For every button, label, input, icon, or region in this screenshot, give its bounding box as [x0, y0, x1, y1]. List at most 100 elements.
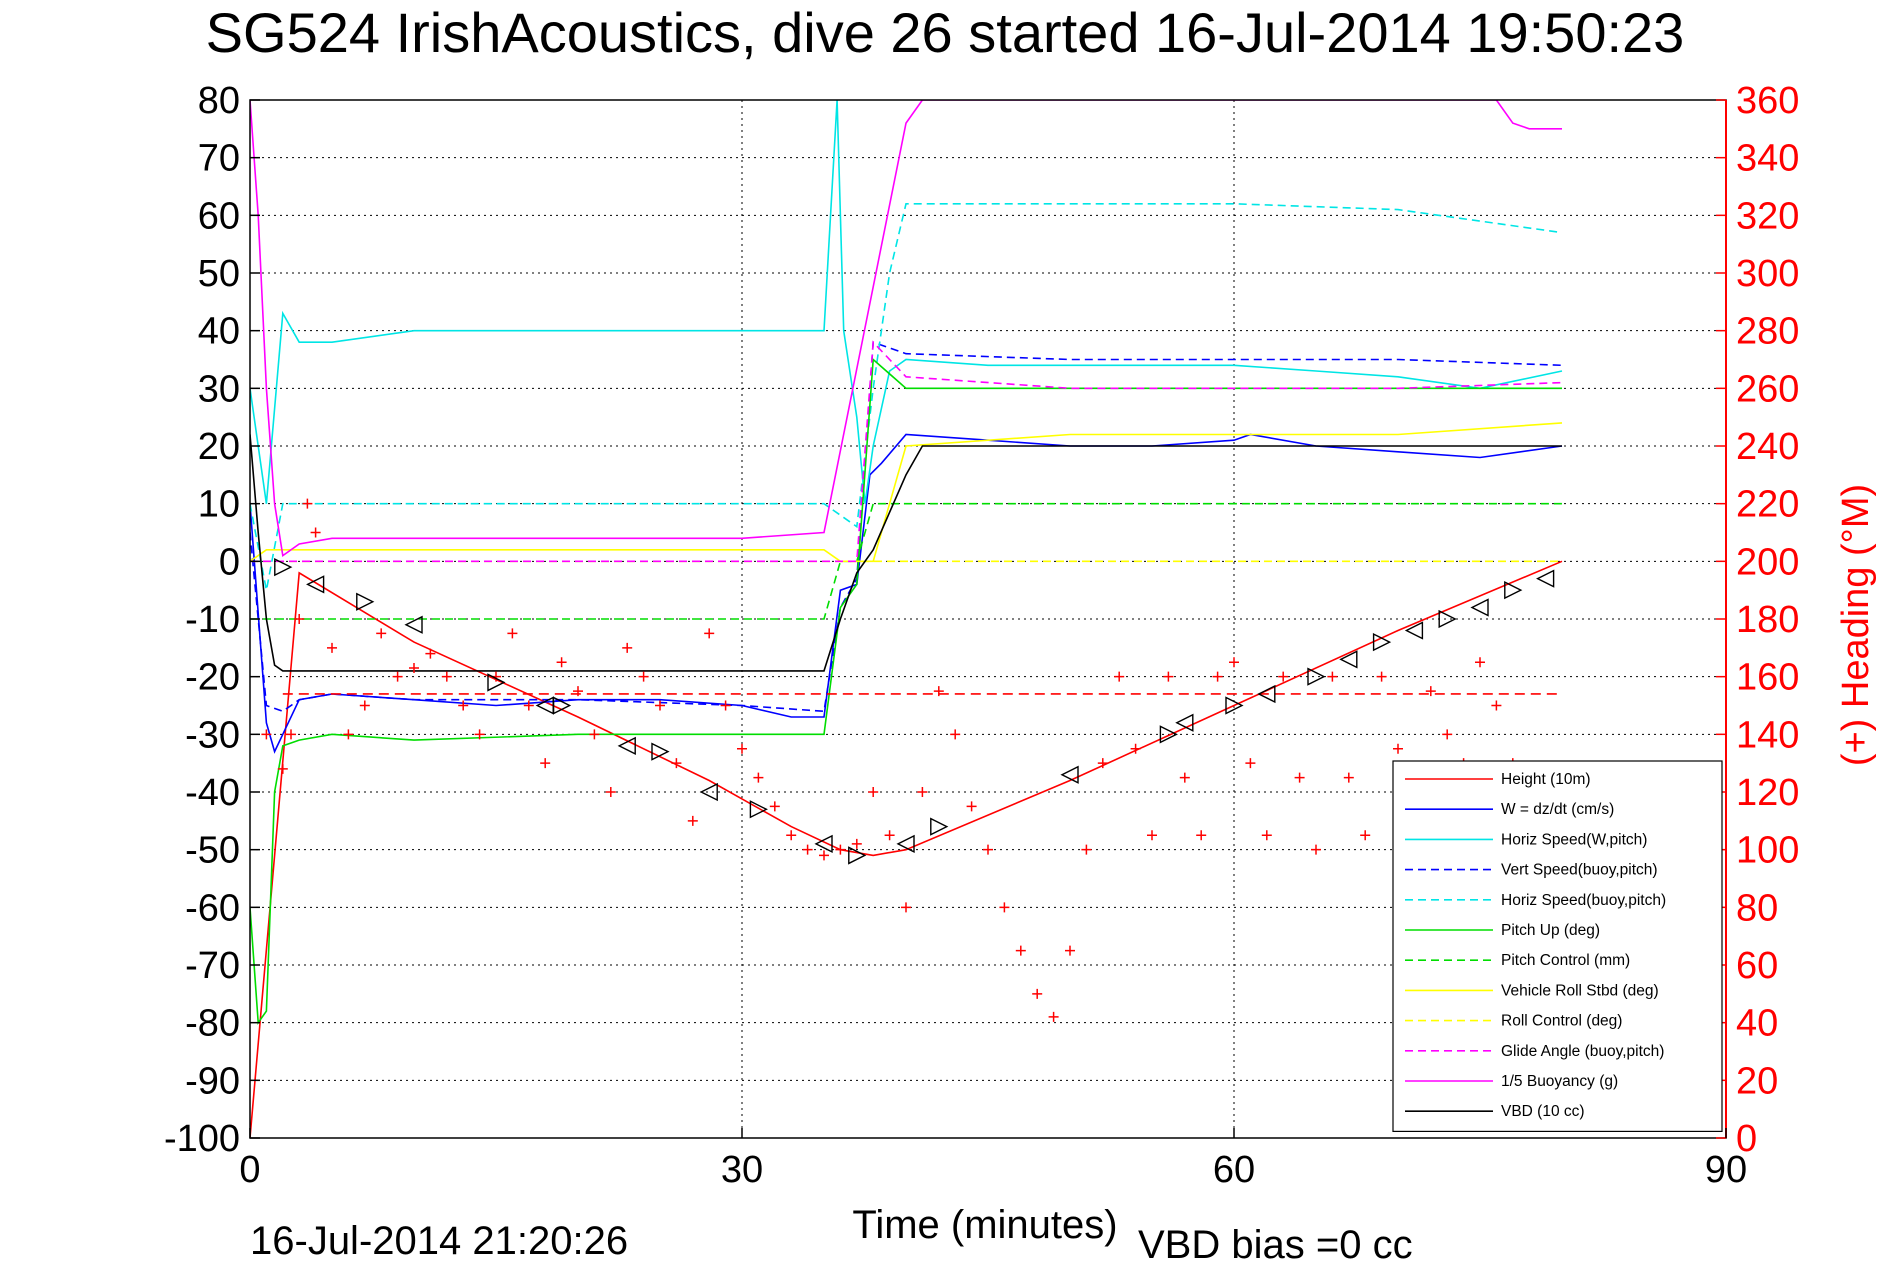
heading-point	[720, 700, 731, 711]
left-axis-ticks: 80 70 60 50 40 30 20 10 0 -10 -20 -30 -40 -50 -60 -70 -8…	[164, 80, 260, 1160]
heading-point	[1147, 830, 1157, 841]
position-marker	[1504, 581, 1523, 600]
y2-tick-label: 120	[1736, 772, 1799, 814]
y2-tick-label: 340	[1736, 138, 1799, 180]
y-tick-label: 50	[198, 253, 240, 295]
series-line-pitch-control-mm	[250, 502, 1562, 620]
heading-point	[901, 902, 911, 913]
y2-tick-label: 260	[1736, 368, 1799, 410]
heading-point	[1475, 657, 1485, 668]
y2-tick-label: 240	[1736, 426, 1799, 468]
heading-point	[286, 729, 296, 740]
y2-tick-label: 320	[1736, 195, 1799, 237]
position-marker	[1159, 725, 1178, 744]
y-tick-label: -50	[185, 830, 240, 872]
heading-point	[1343, 772, 1354, 783]
heading-point	[868, 787, 879, 797]
heading-point	[1229, 657, 1239, 668]
position-marker	[1470, 598, 1489, 617]
heading-point	[310, 527, 321, 538]
heading-point	[573, 686, 583, 697]
y-tick-label: -60	[185, 887, 240, 929]
position-marker	[1339, 650, 1358, 669]
heading-point	[458, 700, 469, 711]
heading-point	[392, 671, 403, 682]
series-line-height-10m	[250, 560, 1563, 1138]
heading-point	[359, 700, 370, 711]
series-line-glide-angle-buoy-pitch	[250, 340, 1563, 563]
legend-label: W = dz/dt (cm/s)	[1501, 801, 1614, 818]
heading-point	[1065, 945, 1075, 956]
y2-tick-label: 40	[1736, 1003, 1778, 1045]
position-marker	[896, 834, 915, 854]
legend-label: Vehicle Roll Stbd (deg)	[1501, 982, 1659, 999]
x-axis-ticks: 0 30 60 90	[239, 1128, 1747, 1191]
y-tick-label: 80	[198, 80, 240, 122]
legend-label: 1/5 Buoyancy (g)	[1501, 1073, 1618, 1090]
heading-point	[737, 743, 747, 754]
y2-tick-label: 300	[1736, 253, 1799, 295]
position-marker	[1404, 621, 1424, 640]
heading-point	[687, 815, 698, 826]
series-line-vehicle-roll-stbd-deg	[250, 422, 1563, 563]
heading-point	[294, 614, 305, 624]
position-marker	[1257, 684, 1276, 704]
y-tick-label: 40	[198, 311, 240, 353]
heading-point	[441, 671, 452, 682]
position-marker	[617, 736, 636, 755]
y-tick-label: -20	[185, 657, 240, 699]
y2-tick-label: 20	[1736, 1060, 1778, 1102]
heading-point	[1278, 671, 1289, 682]
y-tick-label: 60	[198, 195, 240, 237]
position-marker	[848, 846, 867, 865]
heading-point	[523, 700, 534, 711]
legend-label: Horiz Speed(buoy,pitch)	[1501, 892, 1666, 909]
heading-point	[851, 838, 862, 849]
heading-point	[1196, 830, 1207, 841]
series-layer	[250, 100, 1563, 1138]
heading-point	[1425, 686, 1436, 697]
heading-point	[261, 729, 272, 740]
y-tick-label: -70	[185, 945, 240, 987]
heading-point	[556, 657, 567, 668]
y2-tick-label: 0	[1736, 1118, 1757, 1160]
x-tick-label: 30	[721, 1149, 763, 1191]
y2-tick-label: 140	[1736, 714, 1799, 756]
heading-point	[376, 628, 387, 639]
legend-label: Vert Speed(buoy,pitch)	[1501, 862, 1658, 879]
heading-point	[1032, 988, 1043, 999]
series-line-1-5-buoyancy-g	[250, 100, 1562, 557]
y2-tick-label: 60	[1736, 945, 1778, 987]
x-axis-label: Time (minutes)	[852, 1203, 1117, 1247]
position-marker	[552, 696, 572, 715]
heading-point	[1097, 758, 1108, 769]
heading-point	[884, 830, 895, 841]
y2-tick-label: 360	[1736, 80, 1799, 122]
y2-tick-label: 280	[1736, 311, 1799, 353]
heading-point	[1212, 671, 1223, 682]
heading-point	[1442, 729, 1453, 740]
position-marker	[651, 742, 670, 761]
plot-area	[250, 100, 1563, 1138]
y-tick-label: -80	[185, 1003, 240, 1045]
y2-tick-label: 160	[1736, 657, 1799, 699]
y2-tick-label: 100	[1736, 830, 1799, 872]
heading-point	[1081, 844, 1092, 855]
chart-title: SG524 IrishAcoustics, dive 26 started 16…	[206, 1, 1685, 64]
right-axis-ticks: 3603403203002802602402202001801601401201…	[1716, 80, 1799, 1160]
position-marker	[274, 557, 293, 577]
heading-point	[835, 844, 846, 855]
series-line-horiz-speed-w-pitch	[250, 100, 1563, 504]
series-line-vert-speed-buoy-pitch	[250, 341, 1563, 713]
position-marker	[1175, 713, 1194, 732]
heading-point	[786, 830, 797, 841]
legend: Height (10m) W = dz/dt (cm/s) Horiz Speed(…	[1392, 760, 1723, 1132]
position-marker	[1438, 609, 1457, 629]
timestamp-footer: 16-Jul-2014 21:20:26	[250, 1219, 628, 1262]
legend-label: Glide Angle (buoy,pitch)	[1501, 1043, 1664, 1060]
x-tick-label: 60	[1213, 1149, 1255, 1191]
legend-label: Roll Control (deg)	[1501, 1013, 1622, 1030]
position-marker	[1225, 696, 1244, 715]
legend-box	[1392, 760, 1723, 1132]
